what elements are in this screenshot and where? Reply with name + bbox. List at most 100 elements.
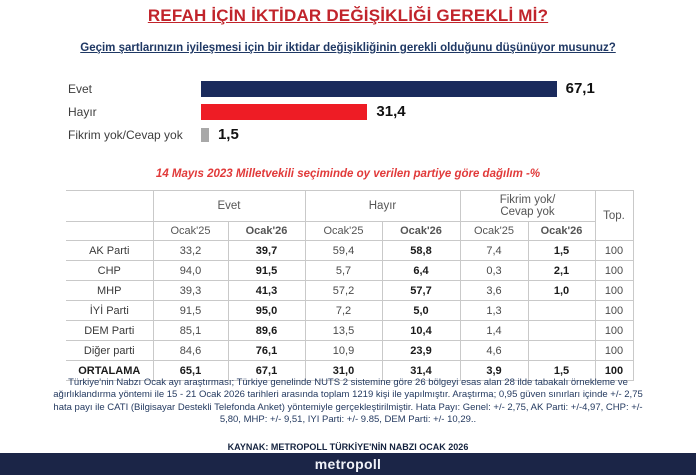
cell: 58,8	[381, 240, 461, 261]
corner-cell	[66, 190, 154, 222]
cell: 1,5	[527, 240, 596, 261]
party-name: CHP	[66, 260, 154, 281]
subheader-fikrim-ocak26: Ocak'26	[527, 221, 596, 241]
bar-row-hayir: Hayır 31,4	[68, 100, 595, 123]
col-header-top: Top.	[594, 190, 634, 241]
cell: 23,9	[381, 340, 461, 361]
page-title: REFAH İÇİN İKTİDAR DEĞİŞİKLİĞİ GEREKLİ M…	[147, 6, 549, 25]
cell: 2,1	[527, 260, 596, 281]
cell: 100	[594, 240, 634, 261]
subheader-hayir-ocak25: Ocak'25	[304, 221, 383, 241]
cell	[527, 300, 596, 321]
cell	[527, 320, 596, 341]
party-name: MHP	[66, 280, 154, 301]
bar-label-hayir: Hayır	[68, 104, 97, 119]
cell: 39,7	[227, 240, 306, 261]
cell: 41,3	[227, 280, 306, 301]
table-row-demparti: DEM Parti 85,1 89,6 13,5 10,4 1,4 100	[66, 320, 634, 341]
cell: 5,7	[304, 260, 383, 281]
bar-value-fikrim-yok: 1,5	[217, 126, 239, 143]
cell: 100	[594, 260, 634, 281]
party-name: AK Parti	[66, 240, 154, 261]
cell: 31,0	[304, 360, 383, 381]
bar-row-fikrim-yok: Fikrim yok/Cevap yok 1,5	[68, 123, 595, 146]
bar-value-hayir: 31,4	[376, 103, 406, 120]
bar-label-fikrim-yok: Fikrim yok/Cevap yok	[68, 127, 183, 142]
page-subtitle: Geçim şartlarınızın iyileşmesi için bir …	[80, 42, 616, 54]
cell: 1,3	[459, 300, 529, 321]
subheader-evet-ocak26: Ocak'26	[227, 221, 306, 241]
table-row-digerparti: Diğer parti 84,6 76,1 10,9 23,9 4,6 100	[66, 340, 634, 361]
results-table: Evet Hayır Fikrim yok/ Cevap yok Top. Oc…	[66, 190, 634, 381]
cell: 0,3	[459, 260, 529, 281]
cell: 100	[594, 320, 634, 341]
cell: 33,2	[152, 240, 229, 261]
cell: 89,6	[227, 320, 306, 341]
cell: 1,0	[527, 280, 596, 301]
cell: 3,9	[459, 360, 529, 381]
cell: 85,1	[152, 320, 229, 341]
corner-cell-2	[66, 221, 154, 241]
cell: 7,2	[304, 300, 383, 321]
cell: 100	[594, 280, 634, 301]
cell: 67,1	[227, 360, 306, 381]
cell: 100	[594, 340, 634, 361]
sub-header-row: Ocak'25 Ocak'26 Ocak'25 Ocak'26 Ocak'25 …	[66, 221, 633, 241]
party-name: İYİ Parti	[66, 300, 154, 321]
footer-bar: metropoll	[0, 453, 696, 475]
table-row-iyiparti: İYİ Parti 91,5 95,0 7,2 5,0 1,3 100	[66, 300, 634, 321]
party-name: Diğer parti	[66, 340, 154, 361]
cell: 5,0	[381, 300, 461, 321]
cell: 84,6	[152, 340, 229, 361]
bar-evet	[201, 80, 557, 97]
bar-row-evet: Evet 67,1	[68, 77, 595, 100]
cell: 13,5	[304, 320, 383, 341]
fikrim-line2: Cevap yok	[500, 206, 555, 218]
subheader-hayir-ocak26: Ocak'26	[381, 221, 461, 241]
table-row-ortalama: ORTALAMA 65,1 67,1 31,0 31,4 3,9 1,5 100	[66, 360, 634, 381]
col-header-fikrim-yok: Fikrim yok/ Cevap yok	[459, 190, 596, 222]
source-line: KAYNAK: METROPOLL TÜRKİYE'NİN NABZI OCAK…	[227, 442, 469, 452]
subheader-fikrim-ocak25: Ocak'25	[459, 221, 529, 241]
cell: 1,5	[527, 360, 596, 381]
party-name: DEM Parti	[66, 320, 154, 341]
table-row-mhp: MHP 39,3 41,3 57,2 57,7 3,6 1,0 100	[66, 280, 634, 301]
cell: 1,4	[459, 320, 529, 341]
cell: 65,1	[152, 360, 229, 381]
cell	[527, 340, 596, 361]
cell: 57,7	[381, 280, 461, 301]
bar-fikrim-yok	[201, 127, 209, 142]
cell: 100	[594, 300, 634, 321]
table-title: 14 Mayıs 2023 Milletvekili seçiminde oy …	[155, 168, 541, 180]
cell: 6,4	[381, 260, 461, 281]
cell: 91,5	[152, 300, 229, 321]
metropoll-logo: metropoll	[314, 456, 382, 472]
methodology-footnote: Türkiye'nin Nabzı Ocak ayı araştırması; …	[53, 377, 643, 426]
cell: 3,6	[459, 280, 529, 301]
fikrim-line1: Fikrim yok/	[499, 194, 556, 206]
bar-value-evet: 67,1	[565, 80, 595, 97]
cell: 31,4	[381, 360, 461, 381]
col-header-hayir: Hayır	[304, 190, 461, 222]
cell: 7,4	[459, 240, 529, 261]
bar-chart: Evet 67,1 Hayır 31,4 Fikrim yok/Cevap yo…	[68, 77, 595, 146]
col-header-evet: Evet	[152, 190, 306, 222]
subheader-evet-ocak25: Ocak'25	[152, 221, 229, 241]
cell: 94,0	[152, 260, 229, 281]
party-name: ORTALAMA	[66, 360, 154, 381]
group-header-row: Evet Hayır Fikrim yok/ Cevap yok Top.	[66, 190, 634, 241]
cell: 57,2	[304, 280, 383, 301]
cell: 4,6	[459, 340, 529, 361]
cell: 76,1	[227, 340, 306, 361]
cell: 100	[594, 360, 634, 381]
bar-label-evet: Evet	[68, 81, 93, 96]
cell: 10,4	[381, 320, 461, 341]
cell: 39,3	[152, 280, 229, 301]
cell: 10,9	[304, 340, 383, 361]
bar-hayir	[201, 103, 368, 120]
table-row-chp: CHP 94,0 91,5 5,7 6,4 0,3 2,1 100	[66, 260, 634, 281]
cell: 91,5	[227, 260, 306, 281]
table-row-akparti: AK Parti 33,2 39,7 59,4 58,8 7,4 1,5 100	[66, 240, 634, 261]
cell: 59,4	[304, 240, 383, 261]
